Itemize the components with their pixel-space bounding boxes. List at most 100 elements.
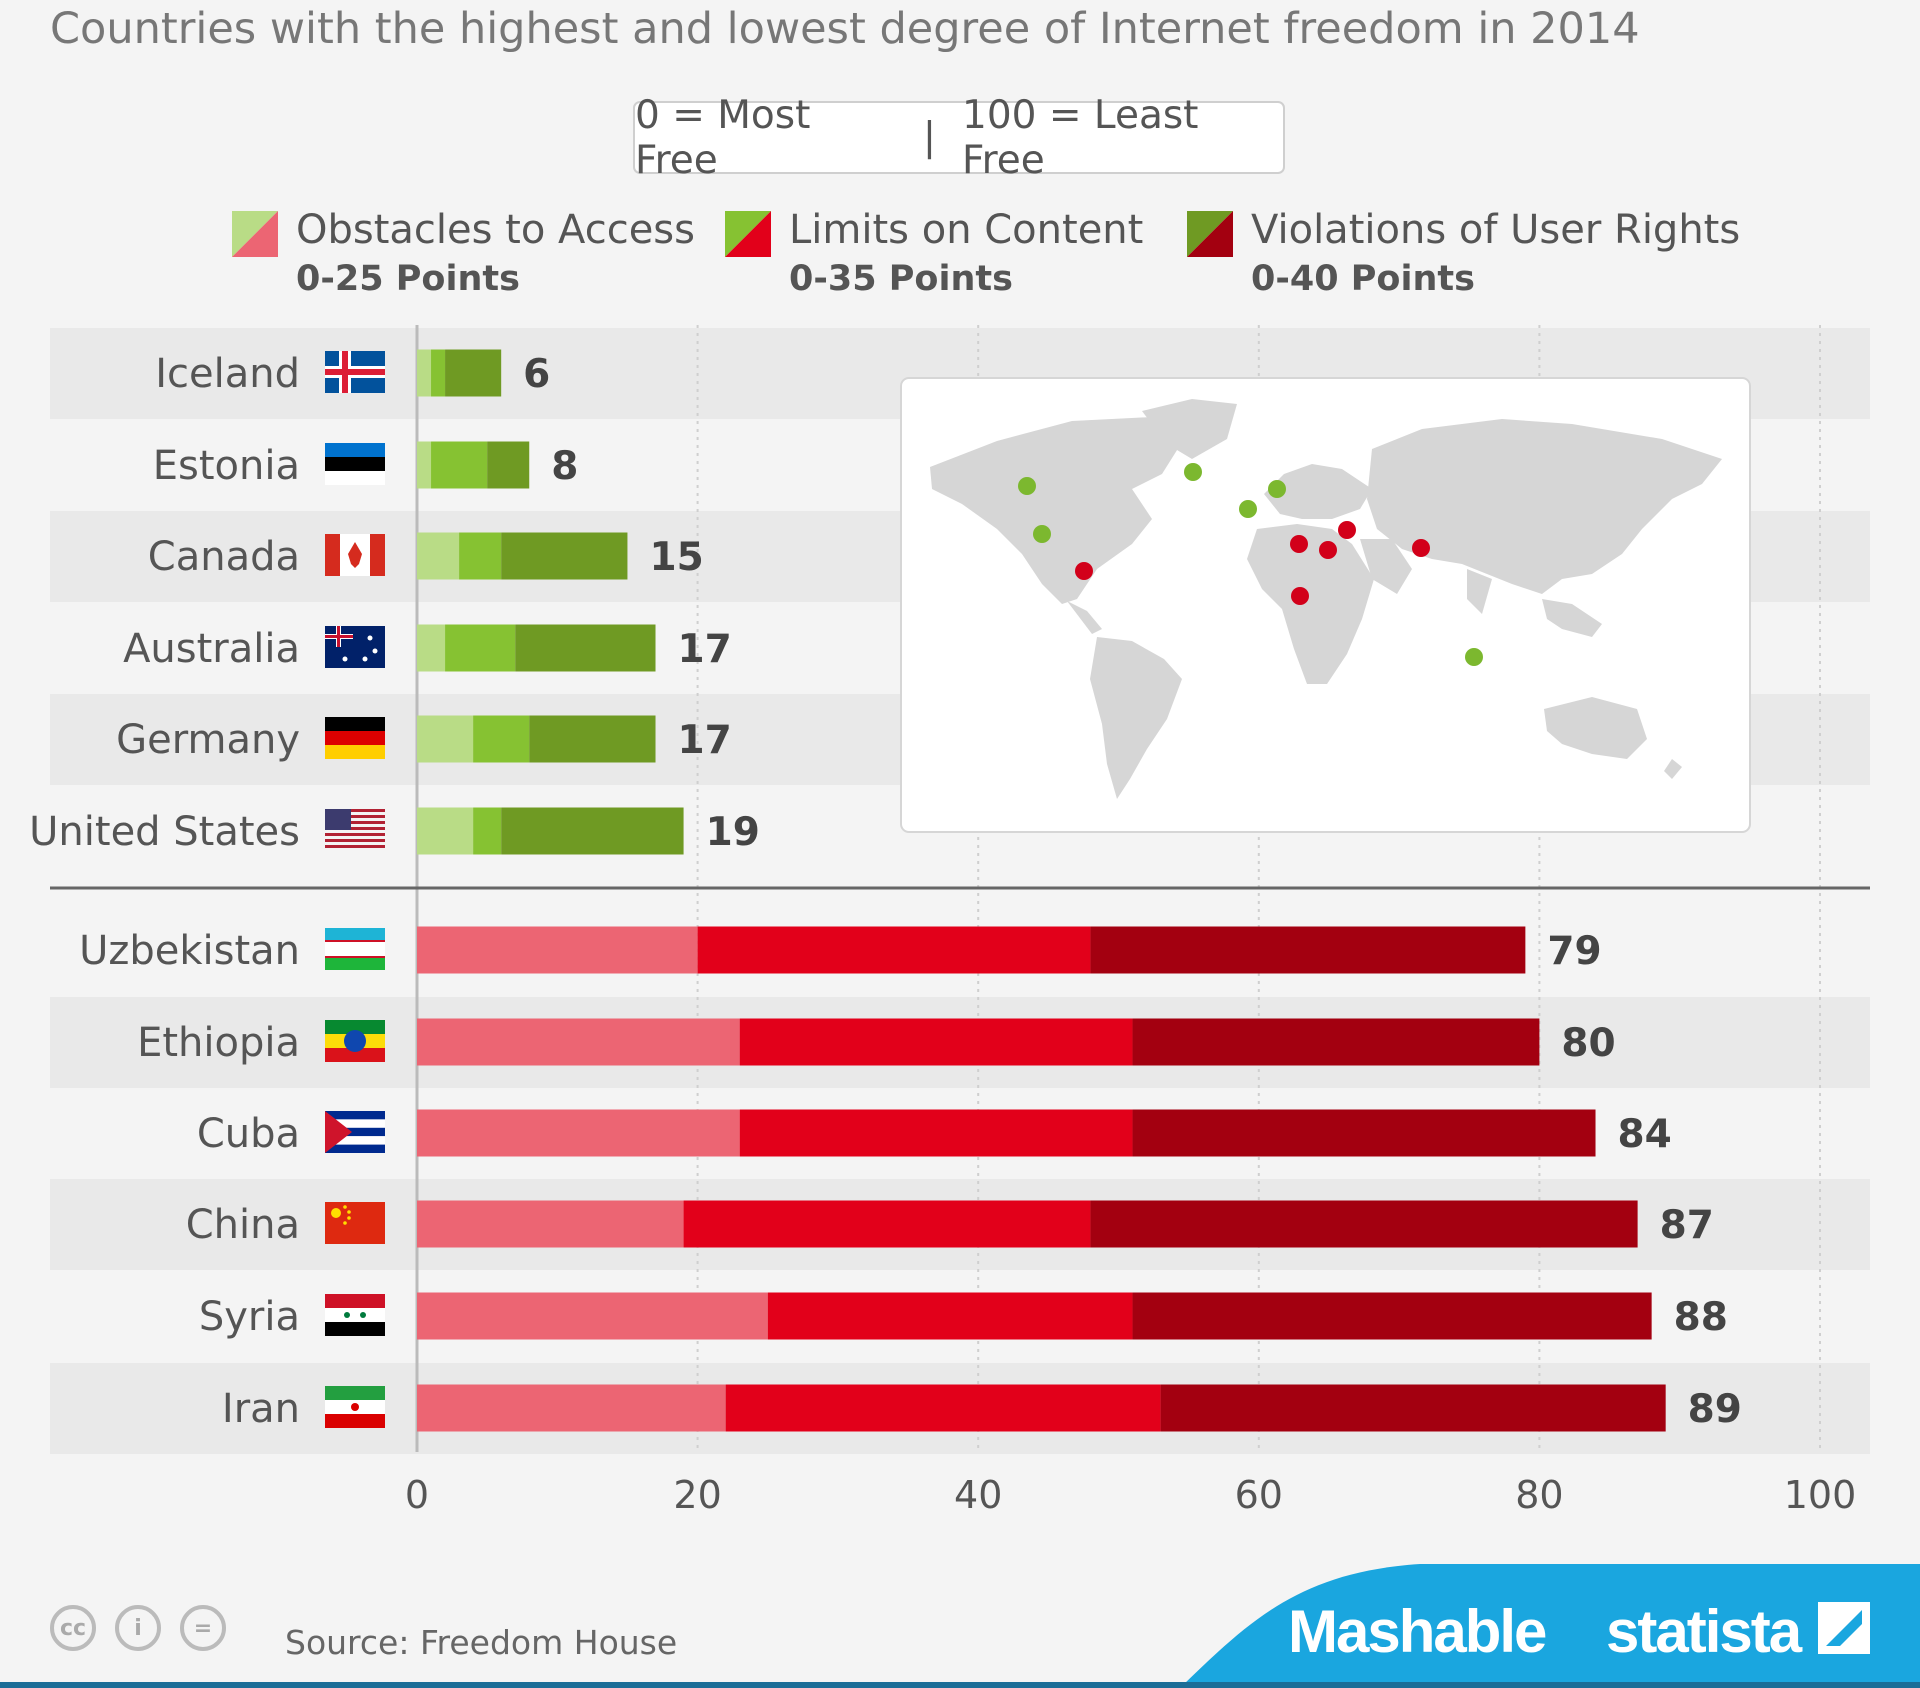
bar-segment: [417, 715, 474, 763]
map-markers: [1018, 463, 1483, 666]
category-label: Syria: [199, 1294, 300, 1340]
bar-total-label: 89: [1688, 1387, 1742, 1432]
ethiopia-flag: [325, 1020, 385, 1062]
bar-segment: [501, 532, 628, 580]
bar-segment: [445, 349, 502, 397]
bar-segment: [417, 926, 698, 974]
bar-segment: [739, 1109, 1133, 1157]
bar-segment: [431, 349, 446, 397]
map-marker: [1018, 477, 1036, 495]
no-derivatives-icon: =: [180, 1605, 226, 1651]
bar-segment: [725, 1384, 1161, 1432]
syria-flag: [325, 1294, 385, 1336]
legend-swatch-obstacles: [232, 211, 278, 257]
category-label: Australia: [123, 626, 300, 672]
bar-segment: [1160, 1384, 1666, 1432]
scale-separator: |: [922, 115, 937, 160]
category-label: Germany: [116, 717, 300, 763]
iran-flag: [325, 1386, 385, 1428]
world-map-panel: [900, 377, 1751, 833]
legend-label-obstacles: Obstacles to Access: [296, 207, 695, 253]
bar-total-label: 84: [1618, 1112, 1672, 1157]
bar-segment: [417, 624, 446, 672]
bar-total-label: 6: [523, 352, 550, 397]
bar-segment: [417, 1384, 726, 1432]
bar-segment: [515, 624, 656, 672]
legend-range-violations: 0-40 Points: [1251, 259, 1475, 299]
world-map: [930, 399, 1722, 799]
bar-segment: [1132, 1292, 1652, 1340]
legend-label-content: Limits on Content: [789, 207, 1144, 253]
bar-total-label: 17: [678, 627, 732, 672]
bar-segment: [445, 624, 516, 672]
map-marker: [1033, 525, 1051, 543]
map-marker: [1291, 587, 1309, 605]
bar-segment: [767, 1292, 1133, 1340]
stacked-bar-chart: 0 20 40 60 80 100 6 Iceland 8 Estonia 15 Canada 17 Au…: [29, 325, 1870, 1517]
legend-swatch-violations: [1187, 211, 1233, 257]
bar-segment: [1090, 926, 1526, 974]
gridlines: [50, 325, 1870, 1452]
germany-flag: [325, 717, 385, 759]
x-tick-label: 60: [1235, 1473, 1283, 1517]
bar-segment: [1090, 1200, 1638, 1248]
legend-swatch-content: [725, 211, 771, 257]
map-marker: [1290, 535, 1308, 553]
statista-mark-icon: [1818, 1602, 1870, 1654]
bar-total-label: 79: [1547, 929, 1601, 974]
bar-segment: [417, 1018, 740, 1066]
bar-segment: [431, 441, 488, 489]
scale-legend-box: 0 = Most Free | 100 = Least Free: [633, 93, 1285, 183]
bar-segment: [683, 1200, 1091, 1248]
bar-segment: [417, 807, 474, 855]
map-marker: [1319, 541, 1337, 559]
scale-right-label: 100 = Least Free: [962, 92, 1199, 183]
estonia-flag: [325, 443, 385, 485]
creative-commons-icon: cc: [50, 1605, 96, 1651]
china-flag: [325, 1202, 385, 1244]
bar-segment: [417, 349, 432, 397]
labels: 0 20 40 60 80 100 6 Iceland 8 Estonia 15 Canada 17 Au…: [29, 351, 1856, 1517]
map-marker: [1184, 463, 1202, 481]
category-label: United States: [29, 809, 300, 855]
legend-range-content: 0-35 Points: [789, 259, 1013, 299]
bar-total-label: 8: [551, 444, 578, 489]
map-marker: [1075, 562, 1093, 580]
bar-segment: [417, 1109, 740, 1157]
bar-segment: [1132, 1018, 1540, 1066]
map-marker: [1338, 521, 1356, 539]
category-label: Uzbekistan: [79, 928, 300, 974]
category-label: Cuba: [197, 1111, 300, 1157]
iceland-flag: [325, 351, 385, 393]
bar-segment: [1132, 1109, 1596, 1157]
bar-segment: [417, 532, 460, 580]
category-label: Ethiopia: [137, 1020, 300, 1066]
category-label: Iceland: [155, 351, 300, 397]
uzbekistan-flag: [325, 928, 385, 970]
category-label: China: [186, 1202, 300, 1248]
category-label: Canada: [148, 534, 300, 580]
map-marker: [1465, 648, 1483, 666]
world-map-land: [930, 399, 1722, 799]
mashable-logo: Mashable: [1288, 1598, 1547, 1665]
flags: [325, 351, 385, 1428]
x-tick-label: 20: [673, 1473, 721, 1517]
bar-segment: [529, 715, 656, 763]
x-tick-label: 0: [405, 1473, 429, 1517]
bars: [417, 349, 1666, 1432]
bar-total-label: 17: [678, 718, 732, 763]
footer-band: [0, 1564, 1920, 1688]
bar-segment: [487, 441, 530, 489]
map-marker: [1412, 539, 1430, 557]
source-note: Source: Freedom House: [285, 1623, 678, 1662]
canada-flag: [325, 534, 385, 576]
bar-total-label: 87: [1660, 1203, 1714, 1248]
category-label: Estonia: [153, 443, 300, 489]
legend-range-obstacles: 0-25 Points: [296, 259, 520, 299]
attribution-icon: i: [115, 1605, 161, 1651]
legend-label-violations: Violations of User Rights: [1251, 207, 1741, 253]
bar-segment: [501, 807, 684, 855]
cuba-flag: [325, 1111, 385, 1153]
bar-segment: [417, 1292, 768, 1340]
bar-total-label: 88: [1674, 1295, 1728, 1340]
